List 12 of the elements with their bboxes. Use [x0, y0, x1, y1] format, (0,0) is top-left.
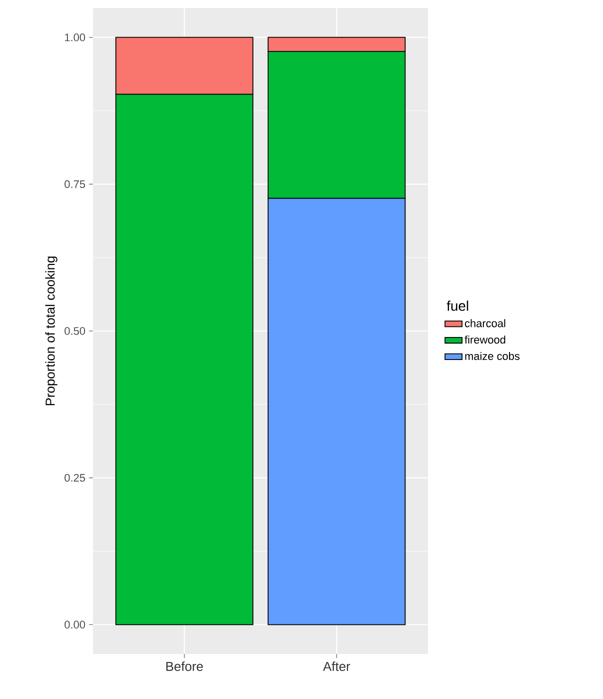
legend-label: maize cobs — [465, 352, 520, 360]
legend-label: firewood — [464, 336, 506, 344]
y-tick-label: 0.00 — [64, 620, 86, 629]
y-axis-title: Proportion of total cooking — [45, 256, 58, 406]
x-tick-label: Before — [166, 662, 203, 671]
y-tick-label: 0.25 — [64, 474, 86, 482]
x-tick-label: After — [322, 662, 350, 671]
y-tick-label: 0.50 — [64, 327, 86, 335]
y-tick-label: 0.75 — [64, 180, 86, 188]
y-tick-label: 1.00 — [64, 33, 86, 42]
legend-label: charcoal — [464, 319, 506, 328]
legend-title: fuel — [446, 300, 468, 311]
